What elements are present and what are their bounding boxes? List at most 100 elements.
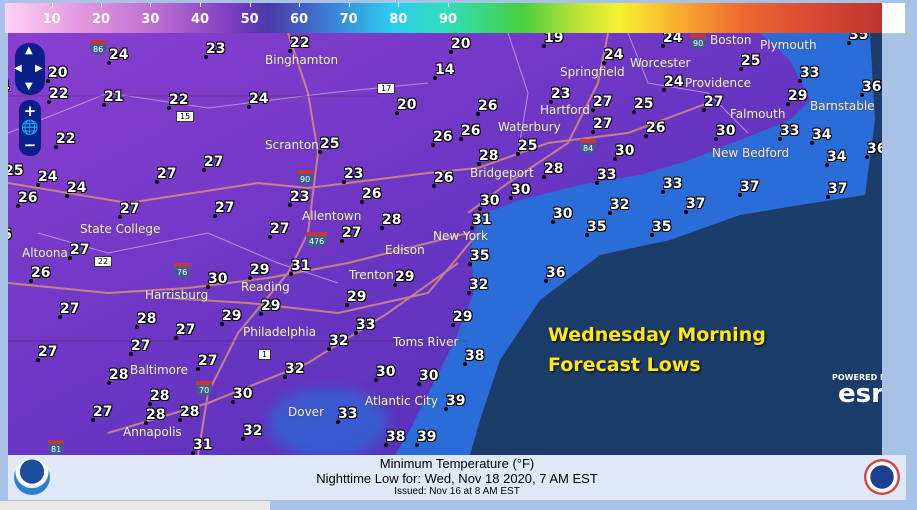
forecast-point-marker: [58, 315, 62, 319]
temperature-label: 20: [397, 97, 417, 113]
legend-tick-mark: [398, 3, 400, 7]
map-view[interactable]: 2423222019242435201425334222122242026232…: [8, 33, 882, 455]
zoom-in-button[interactable]: +: [23, 102, 37, 120]
pan-control[interactable]: ▲ ◀ ▶ ▼: [14, 43, 45, 95]
pan-up-icon[interactable]: ▲: [25, 45, 33, 56]
temperature-label: 14: [435, 62, 455, 78]
legend-tick-label: 60: [289, 12, 309, 27]
legend-tick-mark: [299, 3, 300, 7]
forecast-point-marker: [144, 421, 148, 425]
forecast-point-marker: [798, 79, 802, 83]
city-label: Bridgeport: [470, 166, 534, 180]
forecast-point-marker: [477, 162, 481, 166]
temperature-label: 36: [862, 79, 882, 95]
city-label: Baltimore: [130, 363, 189, 377]
forecast-point-marker: [91, 418, 95, 422]
pan-right-icon[interactable]: ▶: [35, 63, 43, 74]
temperature-label: 28: [382, 212, 402, 228]
forecast-point-marker: [16, 204, 20, 208]
caption-issued: Issued: Nov 16 at 8 AM EST: [394, 486, 520, 497]
temperature-label: 34: [812, 127, 832, 143]
forecast-point-marker: [778, 137, 782, 141]
temperature-label: 32: [469, 277, 489, 293]
city-label: Reading: [241, 280, 290, 294]
forecast-point-marker: [661, 190, 665, 194]
temperature-label: 29: [395, 269, 415, 285]
forecast-point-marker: [360, 200, 364, 204]
temperature-label: 30: [208, 271, 228, 287]
zoom-out-button[interactable]: −: [23, 136, 37, 154]
pan-left-icon[interactable]: ◀: [14, 63, 22, 74]
legend-tick-label: 10: [42, 12, 61, 27]
forecast-point-marker: [118, 215, 122, 219]
temperature-label: 36: [546, 265, 566, 281]
temperature-label: 24: [109, 47, 129, 63]
forecast-point-marker: [433, 76, 437, 80]
forecast-point-marker: [36, 183, 40, 187]
temperature-label: 24: [38, 169, 58, 185]
city-label: Trenton: [349, 268, 394, 282]
temperature-label: 27: [131, 338, 151, 354]
temperature-label: 30: [511, 182, 531, 198]
temperature-label: 33: [780, 123, 800, 139]
legend-tick-label: 30: [141, 12, 160, 27]
temperature-label: 25: [320, 136, 340, 152]
highway-shield: 22: [94, 256, 113, 267]
forecast-point-marker: [431, 143, 435, 147]
temperature-label: 29: [788, 88, 808, 104]
legend-tick-mark: [249, 3, 251, 7]
highway-shield: 1: [258, 349, 272, 360]
forecast-point-marker: [810, 141, 814, 145]
pan-down-icon[interactable]: ▼: [25, 81, 33, 92]
temperature-label: 29: [222, 308, 242, 324]
temperature-label: 35: [652, 219, 672, 235]
forecast-point-marker: [202, 168, 206, 172]
temperature-label: 27: [60, 301, 80, 317]
legend-tick-mark: [200, 3, 201, 7]
city-label: Edison: [385, 243, 425, 257]
temperature-label: 39: [446, 393, 466, 409]
forecast-point-marker: [241, 437, 245, 441]
forecast-point-marker: [288, 49, 292, 53]
forecast-point-marker: [826, 195, 830, 199]
city-label: Hartford: [540, 103, 590, 117]
city-label: Harrisburg: [145, 288, 209, 302]
temperature-label: 30: [716, 123, 736, 139]
temperature-label: 35: [470, 248, 490, 264]
forecast-point-marker: [591, 108, 595, 112]
temperature-label: 22: [290, 35, 310, 51]
temperature-label: 26: [433, 129, 453, 145]
forecast-point-marker: [167, 106, 171, 110]
forecast-point-marker: [860, 93, 864, 97]
temperature-label: 26: [461, 123, 481, 139]
forecast-point-marker: [417, 382, 421, 386]
temperature-label: 30: [480, 193, 500, 209]
temperature-label: 24: [604, 47, 624, 63]
forecast-point-marker: [451, 323, 455, 327]
forecast-point-marker: [478, 207, 482, 211]
temperature-label: 4: [8, 79, 10, 95]
forecast-point-marker: [463, 362, 467, 366]
forecast-point-marker: [644, 134, 648, 138]
temperature-label: 27: [593, 116, 613, 132]
forecast-point-marker: [247, 105, 251, 109]
temperature-label: 23: [290, 189, 310, 205]
forecast-point-marker: [847, 41, 851, 45]
city-label: Toms River: [393, 335, 459, 349]
map-caption: Minimum Temperature (°F) Nighttime Low f…: [8, 455, 906, 500]
legend-tick-mark: [101, 3, 102, 7]
temperature-label: 19: [544, 33, 564, 46]
temperature-label: 27: [704, 94, 724, 110]
temperature-label: 31: [472, 212, 492, 228]
temperature-label: 22: [169, 92, 189, 108]
globe-icon[interactable]: 🌐: [21, 120, 39, 136]
temperature-label: 23: [206, 41, 226, 57]
legend-tick-label: 40: [190, 12, 210, 27]
temperature-label: 27: [120, 201, 140, 217]
esri-brand: esri: [838, 379, 882, 409]
forecast-point-marker: [340, 239, 344, 243]
temperature-label: 28: [479, 148, 499, 164]
legend-end-cap: [882, 3, 905, 33]
temperature-label: 22: [49, 86, 69, 102]
temperature-label: 23: [551, 86, 571, 102]
